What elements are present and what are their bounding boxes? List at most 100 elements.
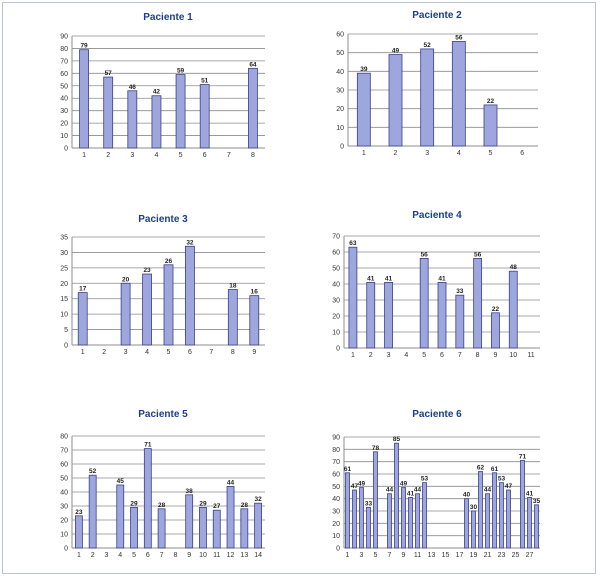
chart-4-xtick-label: 2 — [369, 352, 373, 359]
chart-3-data-label: 16 — [251, 289, 259, 296]
chart-4-ytick-label: 20 — [332, 314, 340, 321]
chart-5-xtick-label: 14 — [254, 552, 262, 559]
chart-3-xtick-label: 7 — [209, 349, 213, 356]
chart-6-xtick-label: 21 — [484, 552, 492, 559]
chart-6-bar — [345, 472, 350, 549]
chart-1-data-label: 59 — [177, 68, 185, 75]
chart-6-data-label: 33 — [365, 500, 373, 507]
chart-6-xtick-label: 27 — [526, 552, 534, 559]
chart-4-xtick-label: 5 — [422, 352, 426, 359]
chart-3-ytick-label: 10 — [60, 312, 68, 319]
chart-2-xtick-label: 4 — [457, 150, 461, 157]
chart-6-xtick-label: 15 — [442, 552, 450, 559]
chart-6-data-label: 49 — [358, 481, 366, 488]
chart-1-bar — [175, 74, 186, 149]
chart-6-data-label: 47 — [351, 483, 359, 490]
chart-6-bar — [520, 460, 525, 549]
chart-5-xtick-label: 9 — [187, 552, 191, 559]
chart-3-xtick-label: 9 — [252, 349, 256, 356]
chart-1-xtick-label: 5 — [179, 152, 183, 159]
chart-5-data-label: 52 — [89, 468, 97, 475]
chart-3-ytick-label: 20 — [60, 281, 68, 288]
chart-3-data-label: 20 — [122, 276, 130, 283]
chart-6-ytick-label: 30 — [332, 509, 340, 516]
chart-2-xtick-label: 2 — [394, 150, 398, 157]
chart-6-bar — [534, 504, 539, 549]
chart-4-ytick-label: 40 — [332, 282, 340, 289]
chart-2-xtick-label: 6 — [520, 150, 524, 157]
chart-1-ytick-label: 0 — [64, 146, 68, 153]
chart-6-data-label: 85 — [393, 436, 401, 443]
chart-6-bar — [471, 510, 476, 549]
chart-4-xtick-label: 10 — [509, 352, 517, 359]
chart-3-bar — [142, 273, 152, 346]
chart-5-xtick-label: 4 — [118, 552, 122, 559]
chart-5-xtick-label: 2 — [91, 552, 95, 559]
chart-2-xtick-label: 3 — [425, 150, 429, 157]
chart-5-bar — [254, 502, 263, 549]
chart-5-xtick-label: 8 — [173, 552, 177, 559]
figure-frame — [2, 2, 596, 574]
chart-6-data-label: 61 — [344, 466, 352, 473]
chart-5-bar — [157, 508, 166, 549]
chart-2-xtick-label: 5 — [489, 150, 493, 157]
chart-1-data-label: 57 — [105, 70, 113, 77]
chart-5-data-label: 29 — [130, 500, 138, 507]
chart-3-bar — [227, 289, 238, 346]
chart-6-data-label: 44 — [386, 487, 394, 494]
chart-4-ytick-label: 0 — [336, 346, 340, 353]
chart-6-bar — [492, 472, 497, 549]
chart-1-data-label: 64 — [249, 61, 257, 68]
chart-4-ytick-label: 50 — [332, 266, 340, 273]
chart-6-bar — [415, 493, 420, 549]
chart-5-xtick-label: 13 — [240, 552, 248, 559]
chart-4-xtick-label: 3 — [387, 352, 391, 359]
chart-5-xtick-label: 12 — [227, 552, 235, 559]
chart-4-xtick-label: 1 — [351, 352, 355, 359]
chart-4-bar — [473, 257, 483, 349]
chart-3-xtick-label: 1 — [81, 349, 85, 356]
chart-5-bar — [185, 494, 194, 549]
chart-4-xtick-label: 7 — [458, 352, 462, 359]
chart-5-bar — [240, 508, 249, 549]
chart-4-data-label: 48 — [510, 264, 518, 271]
chart-5-data-label: 44 — [227, 479, 235, 486]
chart-1-data-label: 79 — [80, 43, 88, 50]
chart-6-xtick-label: 7 — [388, 552, 392, 559]
chart-2-ytick-label: 40 — [336, 69, 344, 76]
chart-6-ytick-label: 80 — [332, 447, 340, 454]
chart-1-ytick-label: 20 — [60, 121, 68, 128]
chart-5-data-label: 32 — [254, 496, 262, 503]
chart-3-xtick-label: 4 — [145, 349, 149, 356]
chart-5-title: Paciente 5 — [138, 409, 188, 420]
chart-6-data-label: 44 — [414, 487, 422, 494]
chart-4-ytick-label: 10 — [332, 330, 340, 337]
chart-4-bar — [366, 281, 376, 349]
chart-3-bar — [163, 264, 174, 346]
chart-5-xtick-label: 7 — [160, 552, 164, 559]
chart-1-xtick-label: 4 — [154, 152, 158, 159]
chart-5-ytick-label: 10 — [60, 532, 68, 539]
chart-1-xtick-label: 2 — [106, 152, 110, 159]
chart-1-ytick-label: 50 — [60, 83, 68, 90]
chart-4-ytick-label: 70 — [332, 234, 340, 241]
chart-1-ytick-label: 40 — [60, 96, 68, 103]
chart-5-bar — [212, 509, 221, 549]
chart-6-bar — [401, 487, 406, 549]
chart-5-bar — [116, 484, 125, 549]
chart-5-bar — [130, 506, 138, 549]
chart-5-bar — [88, 474, 97, 549]
chart-3-bar — [185, 245, 195, 346]
chart-6-ytick-label: 60 — [332, 472, 340, 479]
chart-1-xtick-label: 6 — [203, 152, 207, 159]
chart-6-xtick-label: 1 — [346, 552, 350, 559]
chart-1-ytick-label: 80 — [60, 46, 68, 53]
chart-5-xtick-label: 5 — [132, 552, 136, 559]
chart-4-bar — [508, 270, 518, 349]
chart-3-bar — [77, 292, 88, 346]
chart-2-ytick-label: 60 — [336, 32, 344, 39]
chart-4-xtick-label: 6 — [440, 352, 444, 359]
chart-4-bar — [348, 246, 358, 349]
chart-6-data-label: 35 — [533, 498, 541, 505]
chart-6-bar — [527, 497, 532, 549]
